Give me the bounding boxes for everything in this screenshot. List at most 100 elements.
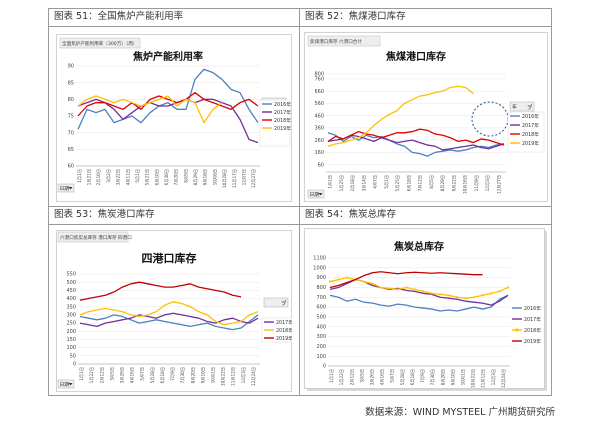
x-tick-label: 7月12日 (418, 175, 424, 191)
y-tick-label: 360 (314, 126, 324, 132)
series-marker (439, 293, 442, 296)
x-tick-label: 1月1日 (79, 367, 85, 381)
date-dropdown (57, 379, 75, 389)
x-tick-label: 12月3日 (485, 175, 491, 191)
date-dropdown-label: 日期 (310, 192, 320, 198)
legend-marker (515, 328, 519, 332)
chart-title: 四港口库存 (142, 251, 197, 265)
series-line-2016年 (79, 314, 259, 331)
series-marker (328, 280, 332, 283)
series-line-2018年 (77, 92, 259, 117)
legend-label: 2019年 (524, 338, 541, 345)
chart-panel-coke-total: 焦炭总库存 0 100 200 300 400 500 600 700 800 900 1000 110… (304, 228, 548, 392)
figure-caption: 图表 53：焦炭港口库存 (54, 209, 155, 220)
x-tick-label: 6月30日 (164, 169, 170, 185)
y-tick-label: 260 (314, 138, 324, 144)
y-tick-label: 300 (316, 334, 326, 340)
x-tick-label: 10月22日 (471, 369, 477, 388)
legend-filter-button (263, 297, 289, 308)
field-header-text: 焦煤港口库存 六港口合计 (310, 38, 362, 45)
figure-grid: 图表 51：全国焦炉产能利用率 图表 52：焦煤港口库存 图表 53：焦炭港口库… (48, 8, 552, 396)
y-tick-label: 70 (68, 130, 74, 136)
y-tick-label: 500 (316, 315, 326, 321)
x-tick-label: 7月20日 (174, 169, 180, 185)
legend-label: 2019年 (276, 335, 292, 342)
x-tick-label: 7月30日 (430, 369, 436, 385)
x-tick-label: 3月22日 (116, 169, 122, 185)
x-tick-label: 1月1日 (77, 169, 83, 183)
y-tick-label: 900 (316, 275, 326, 281)
y-tick-label: 85 (68, 80, 74, 86)
field-header-text: 六港口焦炭总库存 港口库存 四港口 (60, 234, 132, 241)
series-marker (489, 292, 493, 295)
series-line-2018年 (79, 301, 259, 326)
y-tick-label: 150 (66, 337, 76, 343)
figure-caption: 图表 52：焦煤港口库存 (305, 11, 406, 22)
legend-label: 2017年 (524, 316, 541, 323)
y-tick-label: 300 (66, 313, 76, 319)
field-header-box (57, 231, 129, 243)
x-tick-label: 5月28日 (150, 367, 156, 383)
series-line-2018年 (329, 276, 509, 299)
y-tick-label: 65 (68, 147, 74, 153)
y-tick-label: 250 (66, 321, 76, 327)
legend-label: 2019年 (274, 125, 291, 132)
chart-svg: 焦炭总库存 0 100 200 300 400 500 600 700 800 900 1000 110… (304, 228, 547, 391)
chart-title: 焦煤港口库存 (385, 50, 446, 63)
series-marker (345, 276, 349, 279)
x-tick-label: 2月12日 (99, 367, 105, 383)
y-tick-label: 60 (68, 164, 74, 170)
x-tick-label: 6月18日 (410, 369, 416, 385)
legend-label: 2017年 (522, 122, 539, 129)
source-note: 数据来源：WIND MYSTEEL 广州期货研究所 (365, 407, 555, 418)
legend-box (507, 111, 545, 153)
x-tick-label: 5月25日 (395, 175, 401, 191)
y-tick-label: 80 (68, 97, 74, 103)
x-tick-label: 10月8日 (212, 169, 218, 185)
x-tick-label: 11月17日 (232, 169, 238, 188)
y-tick-label: 100 (316, 354, 326, 360)
x-tick-label: 8月20日 (190, 367, 196, 383)
y-tick-label: 350 (66, 304, 76, 310)
x-tick-label: 8月5日 (429, 175, 435, 189)
x-tick-label: 5月7日 (140, 367, 146, 381)
legend-label: 2018年 (524, 327, 541, 334)
x-tick-label: 3月26日 (370, 369, 376, 385)
x-tick-label: 1月1日 (328, 175, 334, 189)
table-rule (48, 26, 552, 27)
y-tick-label: 90 (68, 64, 74, 70)
x-tick-label: 6月18日 (406, 175, 412, 191)
legend-box (259, 99, 291, 147)
y-tick-label: 50 (70, 353, 76, 359)
chevron-down-icon (68, 383, 73, 386)
table-rule (48, 8, 49, 396)
series-marker (498, 290, 501, 293)
series-marker (388, 287, 391, 290)
series-line-2017年 (77, 98, 259, 144)
x-tick-label: 8月20日 (440, 369, 446, 385)
x-tick-label: 10月16日 (463, 175, 469, 194)
series-marker (379, 286, 382, 289)
x-tick-label: 5月1日 (135, 169, 141, 183)
x-tick-label: 11月9日 (474, 175, 480, 191)
x-tick-label: 5月28日 (400, 369, 406, 385)
x-tick-label: 5月1日 (384, 175, 390, 189)
series-marker (430, 292, 433, 295)
y-tick-label: 660 (314, 89, 324, 95)
series-line-2019年 (79, 281, 242, 301)
legend-label: 2018年 (274, 117, 291, 124)
chart-title: 焦炭总库存 (393, 240, 444, 253)
x-tick-label: 7月30日 (180, 367, 186, 383)
table-rule (299, 8, 300, 396)
chart-panel-coke-utilization: 全国焦炉产能利用率（300万）（周） 焦炉产能利用率 60 65 70 75 80 85 90 1… (56, 34, 292, 202)
filter-icon: ヺ (527, 103, 533, 111)
legend-label: 2017年 (276, 319, 292, 326)
x-tick-label: 10月22日 (221, 367, 227, 386)
x-tick-label: 2月12日 (349, 369, 355, 385)
y-tick-label: 0 (323, 364, 326, 370)
x-tick-label: 1月21日 (87, 169, 93, 185)
y-tick-label: 160 (314, 150, 324, 156)
chart-frame (304, 32, 548, 202)
y-tick-label: 700 (316, 295, 326, 301)
y-tick-label: 450 (66, 288, 76, 294)
